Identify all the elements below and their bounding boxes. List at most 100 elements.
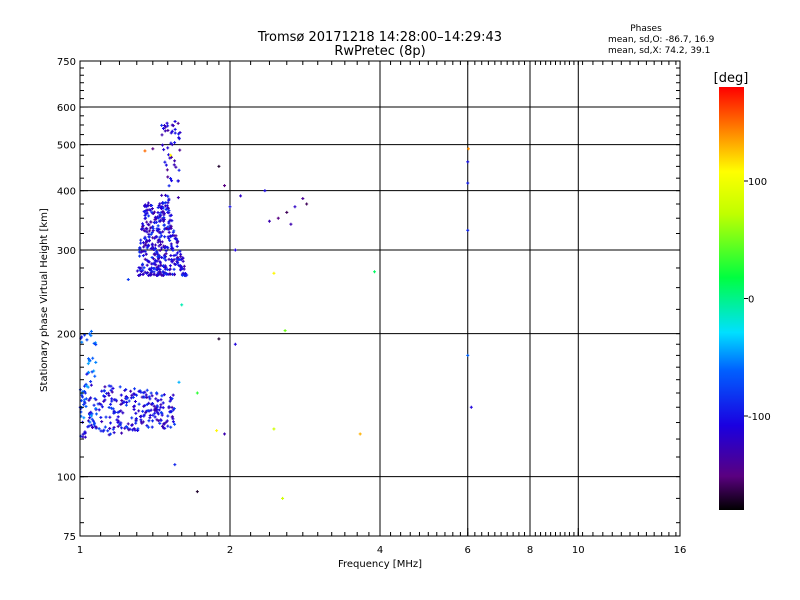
data-point — [141, 241, 145, 245]
data-point — [217, 164, 221, 168]
data-point — [165, 204, 169, 208]
data-point — [133, 428, 137, 432]
data-point — [92, 341, 96, 345]
data-point — [166, 414, 170, 418]
data-point — [111, 407, 115, 411]
data-point — [149, 247, 153, 251]
data-point — [143, 213, 147, 217]
data-point — [179, 265, 183, 269]
data-point — [149, 391, 153, 395]
data-point — [160, 123, 164, 127]
data-point — [155, 228, 159, 232]
data-point — [163, 235, 167, 239]
data-point — [130, 423, 134, 427]
data-point — [141, 262, 145, 266]
colorbar-label: [deg] — [714, 71, 749, 86]
data-point — [116, 424, 120, 428]
data-point — [157, 408, 161, 412]
data-point — [180, 303, 184, 307]
data-point — [228, 205, 232, 209]
data-point — [272, 271, 276, 275]
data-point — [89, 383, 93, 387]
data-point — [147, 274, 151, 278]
data-point — [169, 131, 173, 135]
data-point — [167, 257, 171, 261]
data-point — [92, 422, 96, 426]
data-point — [167, 230, 171, 234]
data-point — [126, 278, 130, 282]
plot-frame — [79, 60, 681, 537]
data-point — [161, 406, 165, 410]
data-point — [172, 163, 176, 167]
data-point — [217, 337, 221, 341]
data-point — [157, 419, 161, 423]
data-point — [82, 416, 86, 420]
plot-area: 1 2 4 6 8 10 16 75 100 200 300 400 500 600 750 — [57, 57, 686, 556]
data-point — [152, 272, 156, 276]
data-point — [83, 390, 87, 394]
data-point — [466, 160, 470, 164]
data-point — [90, 370, 94, 374]
data-point — [150, 255, 154, 259]
data-point — [158, 267, 162, 271]
data-point — [140, 421, 144, 425]
data-point — [139, 418, 143, 422]
data-point — [107, 393, 111, 397]
data-point — [94, 406, 98, 410]
data-point — [103, 425, 107, 429]
data-point — [172, 234, 176, 238]
data-point — [141, 222, 145, 226]
data-point — [151, 262, 155, 266]
data-point — [92, 403, 96, 407]
data-point — [163, 160, 167, 164]
data-point — [168, 234, 172, 238]
data-point — [168, 399, 172, 403]
data-point — [301, 197, 305, 201]
data-point — [151, 413, 155, 417]
data-point — [169, 141, 173, 145]
data-point — [87, 357, 91, 361]
data-point — [150, 425, 154, 429]
data-point — [142, 266, 146, 270]
data-point — [165, 121, 169, 125]
data-point — [164, 258, 168, 262]
data-point — [164, 201, 168, 205]
data-point — [160, 133, 164, 137]
data-point — [171, 420, 175, 424]
data-point — [155, 251, 159, 255]
data-point — [157, 257, 161, 261]
data-point — [90, 417, 94, 421]
data-point — [160, 394, 164, 398]
data-point — [127, 428, 131, 432]
data-point — [89, 329, 93, 333]
data-point — [160, 234, 164, 238]
data-point — [170, 397, 174, 401]
colorbar-gradient — [719, 87, 744, 510]
data-point — [144, 252, 148, 256]
data-point — [151, 402, 155, 406]
grid-lines — [80, 61, 680, 536]
data-point — [146, 201, 150, 205]
data-point — [97, 427, 101, 431]
data-point — [149, 408, 153, 412]
data-point — [169, 224, 173, 228]
data-point — [161, 143, 165, 147]
data-point — [119, 393, 123, 397]
data-point — [106, 391, 110, 395]
y-tick-label: 200 — [57, 330, 76, 341]
data-point — [108, 432, 112, 436]
data-point — [263, 189, 267, 193]
data-point — [88, 420, 92, 424]
data-point — [141, 249, 145, 253]
data-point — [103, 385, 107, 389]
data-point — [195, 391, 199, 395]
data-point — [152, 252, 156, 256]
data-point — [103, 389, 107, 393]
data-point — [130, 416, 134, 420]
data-point — [175, 259, 179, 263]
data-point — [173, 131, 177, 135]
phases-title: Phases — [630, 24, 662, 34]
data-point — [83, 401, 87, 405]
data-point — [137, 266, 141, 270]
data-point — [133, 404, 137, 408]
